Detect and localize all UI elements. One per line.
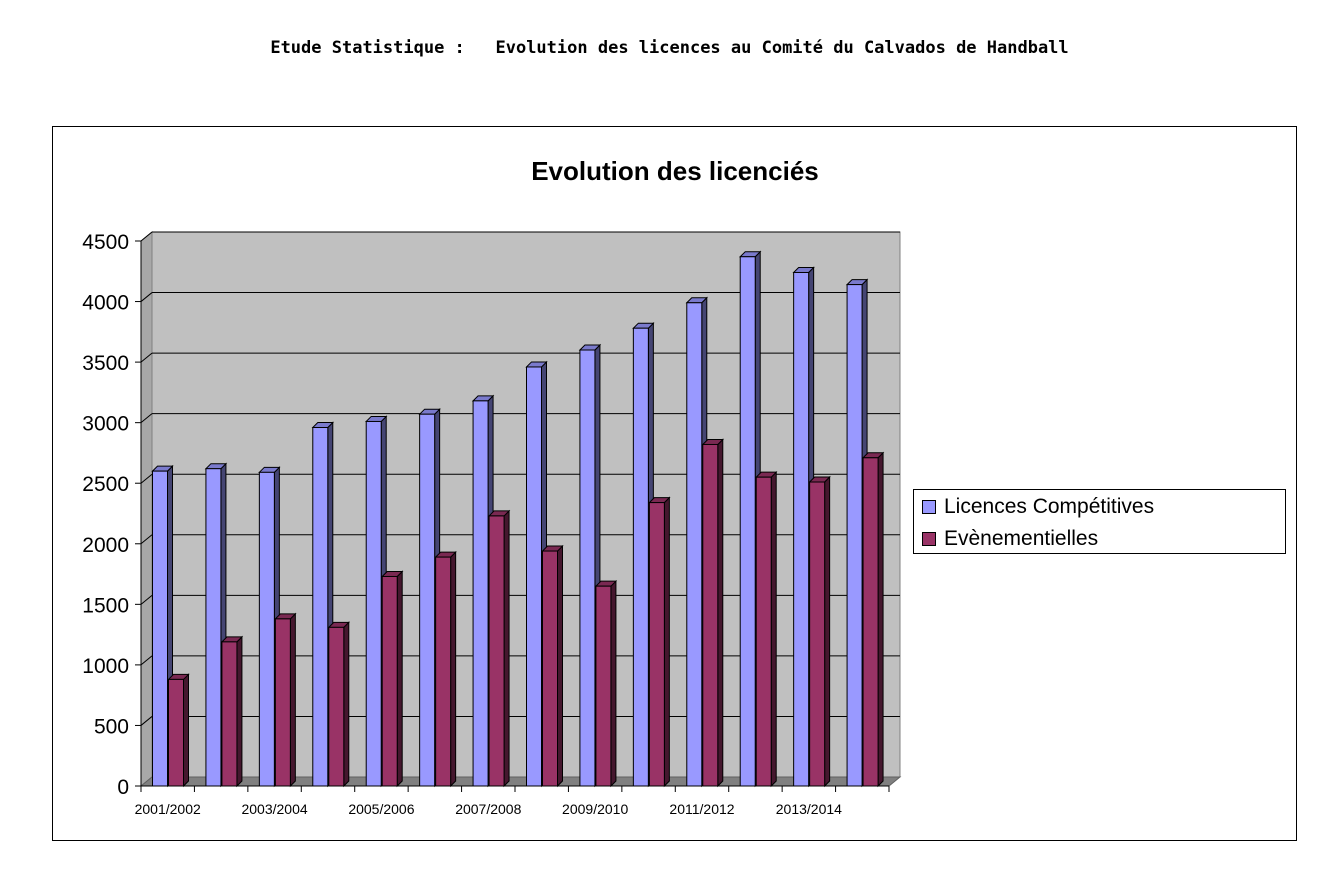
chart-title: Evolution des licenciés	[531, 156, 819, 186]
bar-side	[770, 470, 777, 788]
y-tick-label: 3000	[82, 413, 129, 436]
x-tick-label: 2005/2006	[348, 801, 414, 817]
gridline-side	[140, 473, 153, 484]
bar-competitives	[472, 400, 489, 787]
bar-side	[343, 621, 350, 788]
gridline-side	[140, 231, 153, 242]
bar-competitives	[579, 349, 596, 787]
bar-side	[610, 579, 617, 788]
bar-evenementielles	[702, 443, 719, 787]
bar-side	[717, 438, 724, 788]
legend-label-evenementielles: Evènementielles	[944, 527, 1099, 550]
bar-evenementielles	[328, 626, 345, 787]
x-tick-label: 2007/2008	[455, 801, 521, 817]
gridline-side	[140, 534, 153, 545]
gridline-side	[140, 352, 153, 363]
plot-floor	[139, 776, 902, 787]
y-tick-label: 2000	[82, 534, 129, 557]
y-tick-label: 4000	[82, 292, 129, 315]
bar-side	[663, 496, 670, 788]
bar-competitives	[312, 427, 329, 787]
x-tick-label: 2009/2010	[562, 801, 628, 817]
bar-evenementielles	[755, 476, 772, 787]
bar-evenementielles	[809, 481, 826, 787]
x-tick-label: 2001/2002	[135, 801, 201, 817]
y-tick-label: 500	[94, 715, 129, 738]
bar-side	[183, 673, 189, 788]
gridline-side	[140, 716, 153, 726]
legend-swatch-evenementielles	[922, 532, 936, 546]
gridline-side	[140, 413, 153, 424]
gridline-side	[140, 655, 153, 666]
page-heading: Etude Statistique : Evolution des licenc…	[270, 38, 1069, 58]
bar-side	[557, 544, 563, 788]
legend-swatch-competitives	[922, 500, 936, 514]
x-tick-label: 2013/2014	[776, 801, 842, 817]
y-tick-label: 1000	[82, 655, 129, 678]
bar-competitives	[365, 420, 382, 787]
bar-side	[503, 509, 510, 788]
legend-item-competitives: Licences Compétitives	[922, 495, 1154, 519]
bar-side	[396, 570, 403, 788]
bar-competitives	[152, 470, 168, 787]
x-tick-label: 2003/2004	[241, 801, 307, 817]
bar-evenementielles	[435, 556, 452, 787]
bar-competitives	[205, 468, 222, 787]
bar-evenementielles	[648, 502, 665, 787]
x-tick-label: 2011/2012	[669, 801, 734, 817]
y-tick-label: 1500	[82, 594, 129, 617]
legend-label-competitives: Licences Compétitives	[944, 495, 1155, 518]
bar-evenementielles	[221, 641, 238, 787]
plot-side-wall	[140, 230, 153, 788]
bar-evenementielles	[488, 515, 505, 787]
bar-side	[824, 475, 831, 788]
bar-competitives	[793, 271, 810, 787]
legend: Licences Compétitives Evènementielles	[913, 489, 1286, 554]
bar-competitives	[686, 302, 703, 787]
chart-frame: Evolution des licenciés 0 500 1000 1500 2000…	[52, 126, 1297, 841]
plot-area: 0 500 1000 1500 2000 2500 3000 3500 4000 4500 2001…	[82, 230, 902, 817]
bar-side	[877, 451, 884, 788]
bar-side	[450, 550, 457, 788]
y-tick-label: 4500	[82, 231, 129, 254]
chart-svg: Evolution des licenciés 0 500 1000 1500 2000…	[82, 156, 902, 817]
bar-competitives	[632, 327, 649, 787]
bar-evenementielles	[542, 550, 558, 787]
bar-side	[289, 612, 296, 788]
bar-evenementielles	[168, 678, 184, 787]
y-tick-label: 2500	[82, 473, 129, 496]
y-tick-label: 3500	[82, 352, 129, 375]
bar-competitives	[846, 284, 863, 787]
legend-item-evenementielles: Evènementielles	[922, 527, 1098, 551]
gridline-side	[140, 292, 153, 302]
bar-evenementielles	[381, 575, 398, 787]
y-tick-label: 0	[117, 776, 129, 799]
bar-competitives	[739, 256, 756, 787]
bar-competitives	[258, 471, 275, 787]
bar-competitives	[419, 413, 436, 787]
gridline-side	[140, 594, 153, 605]
bar-competitives	[526, 366, 542, 787]
bar-evenementielles	[595, 585, 612, 787]
bar-evenementielles	[274, 618, 291, 787]
bar-evenementielles	[862, 457, 879, 787]
bar-side	[236, 635, 243, 788]
